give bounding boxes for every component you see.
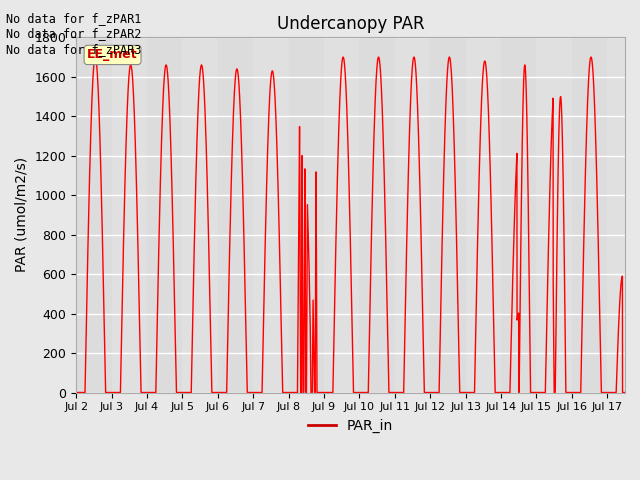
Text: EE_met: EE_met — [87, 48, 138, 61]
Legend: PAR_in: PAR_in — [303, 414, 399, 439]
Bar — [218, 37, 253, 393]
Bar — [182, 37, 218, 393]
Bar — [76, 37, 111, 393]
Bar — [501, 37, 536, 393]
Bar — [111, 37, 147, 393]
Bar — [607, 37, 640, 393]
Bar — [466, 37, 501, 393]
Bar — [536, 37, 572, 393]
Y-axis label: PAR (umol/m2/s): PAR (umol/m2/s) — [15, 157, 29, 273]
Bar — [395, 37, 430, 393]
Bar — [360, 37, 395, 393]
Text: No data for f_zPAR2: No data for f_zPAR2 — [6, 27, 142, 40]
Bar — [253, 37, 289, 393]
Bar — [572, 37, 607, 393]
Text: No data for f_zPAR1: No data for f_zPAR1 — [6, 12, 142, 24]
Bar — [147, 37, 182, 393]
Title: Undercanopy PAR: Undercanopy PAR — [276, 15, 424, 33]
Bar — [289, 37, 324, 393]
Bar — [430, 37, 466, 393]
Bar — [324, 37, 360, 393]
Text: No data for f_zPAR3: No data for f_zPAR3 — [6, 43, 142, 56]
